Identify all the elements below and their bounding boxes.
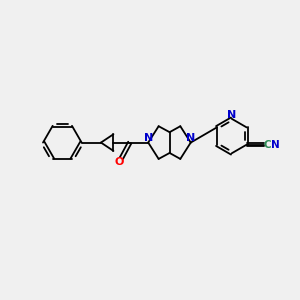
Text: N: N (227, 110, 236, 120)
Text: N: N (271, 140, 280, 150)
Text: N: N (186, 133, 195, 142)
Text: N: N (144, 133, 153, 142)
Text: O: O (114, 157, 124, 166)
Text: C: C (264, 140, 271, 150)
